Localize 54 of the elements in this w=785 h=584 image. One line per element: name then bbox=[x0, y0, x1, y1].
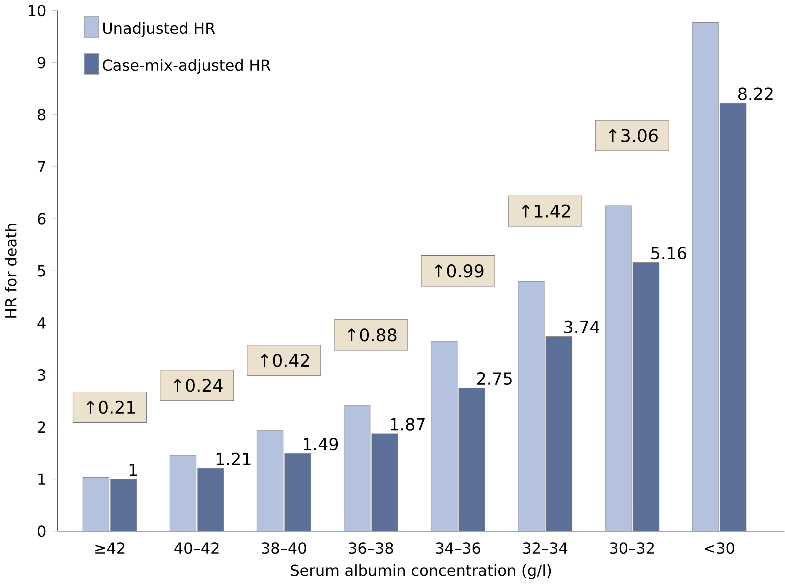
bar bbox=[431, 340, 458, 532]
y-tick-label: 2 bbox=[38, 421, 46, 433]
y-tick-label: 0 bbox=[38, 525, 46, 537]
bar bbox=[198, 468, 224, 532]
x-tick-label: ≥42 bbox=[96, 542, 125, 554]
annotation: ↑0.21 bbox=[86, 400, 136, 414]
bar bbox=[82, 477, 110, 532]
bar bbox=[692, 22, 719, 532]
annotation: ↑0.42 bbox=[261, 354, 310, 368]
y-tick-label: 3 bbox=[38, 369, 46, 381]
bar bbox=[372, 434, 398, 532]
bar bbox=[110, 478, 138, 532]
x-tick-label: 30–32 bbox=[610, 542, 654, 554]
data-label: 3.74 bbox=[564, 320, 600, 334]
y-tick-label: 6 bbox=[38, 213, 46, 225]
annotation: ↑0.99 bbox=[435, 264, 484, 278]
bar bbox=[256, 430, 284, 532]
data-label: 8.22 bbox=[738, 88, 773, 100]
bar bbox=[605, 206, 632, 532]
y-tick-label: 1 bbox=[38, 474, 46, 485]
y-tick-label: 8 bbox=[38, 109, 46, 121]
annotation: ↑0.88 bbox=[348, 328, 397, 342]
x-tick-label: 34–36 bbox=[436, 542, 480, 554]
data-label: 1 bbox=[130, 464, 138, 476]
legend-label: Unadjusted HR bbox=[104, 22, 216, 37]
x-tick-label: 36–38 bbox=[349, 542, 394, 554]
annotation: ↑3.06 bbox=[609, 129, 658, 142]
y-tick-label: 10 bbox=[28, 4, 46, 16]
legend-label: Case-mix-adjusted HR bbox=[103, 59, 271, 74]
annotation: ↑1.42 bbox=[522, 204, 570, 218]
bar bbox=[458, 388, 486, 532]
data-label: 1.49 bbox=[304, 438, 338, 450]
bar bbox=[720, 103, 747, 532]
x-tick-label: <30 bbox=[704, 542, 734, 554]
y-tick-label: 7 bbox=[38, 161, 46, 172]
x-tick-label: 38–40 bbox=[262, 542, 306, 554]
x-axis-title: Serum albumin concentration (g/l) bbox=[291, 564, 552, 580]
bar bbox=[632, 262, 660, 532]
bar bbox=[344, 404, 371, 532]
data-label: 1.21 bbox=[216, 452, 251, 466]
data-label: 2.75 bbox=[477, 372, 512, 385]
y-tick-label: 4 bbox=[38, 317, 46, 329]
y-axis-title: HR for death bbox=[5, 224, 17, 318]
y-tick-label: 5 bbox=[38, 265, 46, 277]
x-tick-label: 32–34 bbox=[523, 542, 568, 554]
data-label: 1.87 bbox=[391, 418, 425, 431]
annotation: ↑0.24 bbox=[174, 378, 223, 392]
bar bbox=[546, 336, 573, 532]
bar bbox=[170, 455, 197, 532]
y-tick-label: 9 bbox=[38, 56, 46, 68]
data-label: 5.16 bbox=[652, 246, 686, 260]
x-tick-label: 40–42 bbox=[174, 542, 219, 554]
bar bbox=[284, 453, 312, 532]
bar bbox=[518, 281, 545, 532]
